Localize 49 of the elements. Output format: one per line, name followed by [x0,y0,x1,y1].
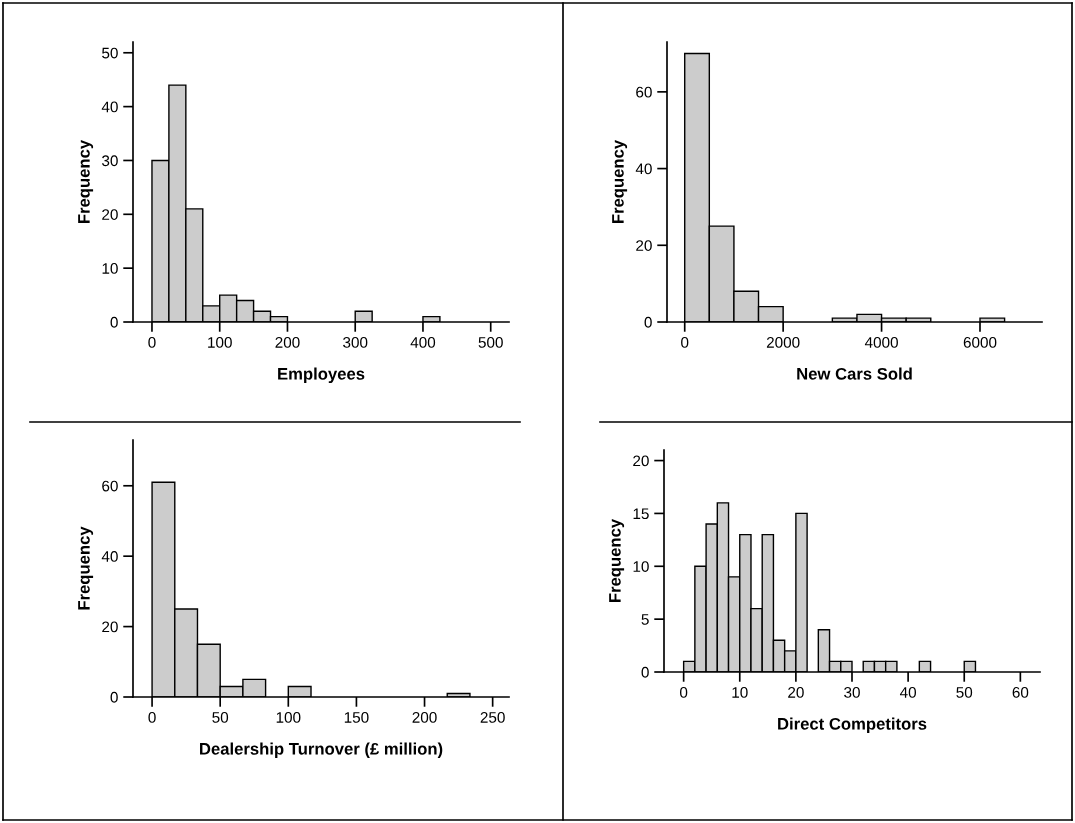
y-tick-label: 20 [636,240,652,251]
x-tick-label: 0 [148,711,156,723]
y-axis-title: Frequency [609,518,625,603]
x-tick-label: 20 [788,686,804,698]
y-axis-title: Frequency [612,139,628,224]
x-tick-label: 250 [480,711,505,723]
y-tick-label: 10 [102,263,118,274]
y-tick-label: 20 [633,455,649,467]
y-tick-label: 20 [102,621,118,633]
x-tick-label: 2000 [766,336,800,348]
y-tick-label: 60 [102,480,118,492]
x-tick-label: 150 [344,711,369,723]
x-tick-label: 50 [956,686,973,698]
x-tick-label: 4000 [864,336,898,348]
y-tick-label: 20 [102,209,118,220]
x-tick-label: 6000 [963,336,997,348]
x-tick-label: 30 [844,686,860,698]
x-axis-title: Dealership Turnover (£ million) [200,742,443,759]
y-axis-title: Frequency [78,526,94,610]
x-tick-label: 40 [899,686,917,698]
y-tick-label: 0 [644,316,652,328]
x-tick-label: 60 [1012,686,1029,698]
x-axis-title: New Cars Sold [797,367,912,380]
x-tick-label: 0 [148,336,156,348]
y-tick-label: 30 [102,155,118,167]
x-axis-title: Direct Competitors [778,717,927,734]
x-tick-label: 200 [412,711,437,723]
y-axis-title: Frequency [78,139,94,224]
y-tick-label: 40 [101,551,118,562]
x-tick-label: 100 [276,711,301,723]
x-tick-label: 0 [679,686,688,698]
x-tick-label: 50 [212,711,229,723]
y-tick-label: 40 [101,101,118,113]
y-tick-label: 50 [102,47,118,59]
y-tick-label: 15 [633,508,649,520]
x-tick-label: 100 [208,336,232,348]
x-tick-label: 200 [275,336,300,348]
y-tick-label: 5 [641,614,649,625]
y-tick-label: 0 [110,316,118,328]
x-tick-label: 500 [478,336,503,348]
x-tick-label: 300 [343,336,368,348]
x-tick-label: 0 [681,336,689,348]
y-tick-label: 0 [641,666,649,678]
y-tick-label: 60 [636,86,652,98]
x-tick-label: 10 [732,686,748,698]
y-tick-label: 40 [635,163,652,175]
x-axis-title: Employees [278,367,365,384]
y-tick-label: 10 [633,561,649,572]
x-tick-label: 400 [410,336,436,348]
